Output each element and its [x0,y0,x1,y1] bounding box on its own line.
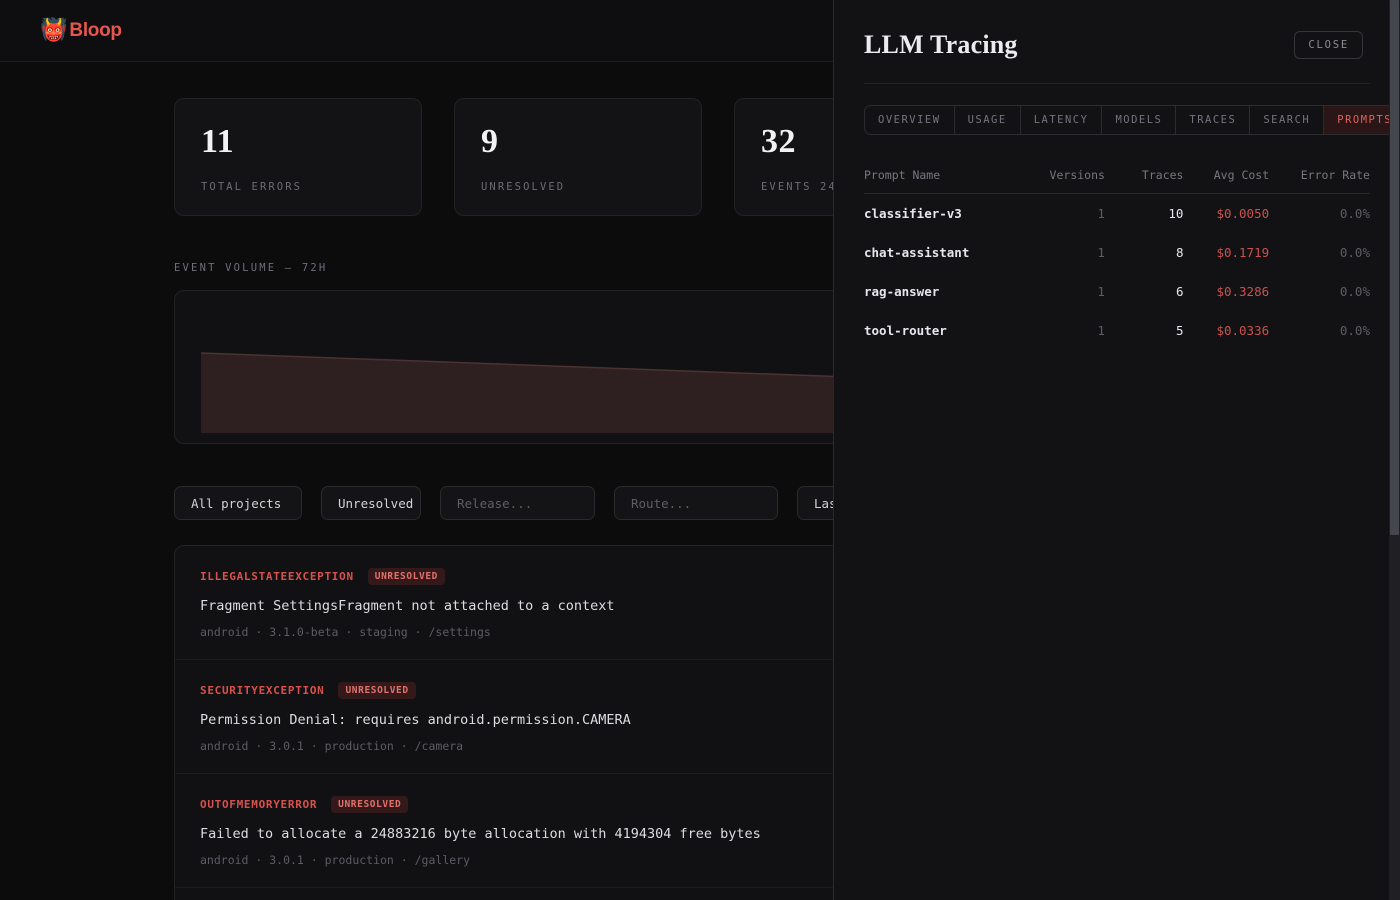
scrollbar-thumb[interactable] [1390,0,1399,535]
tab-usage[interactable]: USAGE [955,106,1021,134]
cell-prompt-name: tool-router [864,323,947,338]
table-row[interactable]: chat-assistant 1 8 $0.1719 0.0% [864,233,1370,272]
error-type: ILLEGALSTATEEXCEPTION [200,570,354,583]
stat-value: 9 [481,123,499,160]
llm-tracing-panel: LLM Tracing CLOSE OVERVIEW USAGE LATENCY… [833,0,1400,900]
cell-avg-cost: $0.1719 [1216,245,1270,260]
panel-tabs: OVERVIEW USAGE LATENCY MODELS TRACES SEA… [864,105,1400,135]
filter-route-input[interactable]: Route... [614,486,778,520]
table-header-row: Prompt Name Versions Traces Avg Cost Err… [864,168,1370,194]
error-type: SECURITYEXCEPTION [200,684,325,697]
column-header-error-rate: Error Rate [1300,168,1370,182]
error-list-item[interactable]: SECURITYEXCEPTION UNRESOLVED Permission … [175,660,1225,774]
cell-traces: 5 [1175,323,1184,338]
error-meta: android · 3.0.1 · production · /gallery [200,853,471,867]
column-header-avg-cost: Avg Cost [1213,168,1270,182]
tab-latency[interactable]: LATENCY [1021,106,1103,134]
table-row[interactable]: rag-answer 1 6 $0.3286 0.0% [864,272,1370,311]
column-header-versions: Versions [1049,168,1105,182]
cell-error-rate: 0.0% [1339,206,1370,221]
cell-traces: 8 [1175,245,1184,260]
error-type: OUTOFMEMORYERROR [200,798,318,811]
stat-value: 32 [761,123,796,160]
status-badge: UNRESOLVED [367,568,445,585]
cell-error-rate: 0.0% [1339,284,1370,299]
page-scrollbar[interactable] [1389,0,1400,900]
cell-avg-cost: $0.0336 [1216,323,1270,338]
prompts-table: Prompt Name Versions Traces Avg Cost Err… [864,168,1370,350]
tab-overview[interactable]: OVERVIEW [865,106,955,134]
tab-prompts[interactable]: PROMPTS [1324,106,1400,134]
stat-value: 11 [201,123,235,160]
filter-release-input[interactable]: Release... [440,486,595,520]
close-button[interactable]: CLOSE [1294,31,1363,59]
brand-name: Bloop [69,19,122,41]
error-head: SECURITYEXCEPTION UNRESOLVED [200,682,1200,699]
status-badge: UNRESOLVED [331,796,409,813]
table-row[interactable]: classifier-v3 1 10 $0.0050 0.0% [864,194,1370,233]
cell-prompt-name: classifier-v3 [864,206,962,221]
cell-versions: 1 [1097,206,1105,221]
panel-header: LLM Tracing CLOSE [834,0,1400,60]
column-header-traces: Traces [1141,168,1184,182]
filter-project[interactable]: All projects [174,486,302,520]
panel-divider [864,83,1370,84]
error-message: Permission Denial: requires android.perm… [200,712,631,728]
table-row[interactable]: tool-router 1 5 $0.0336 0.0% [864,311,1370,350]
error-list-item[interactable]: OUTOFMEMORYERROR UNRESOLVED Failed to al… [175,774,1225,888]
stat-label: TOTAL ERRORS [201,181,303,193]
cell-traces: 6 [1175,284,1184,299]
monster-icon: 👹 [40,17,68,43]
panel-title: LLM Tracing [864,30,1018,59]
brand-logo[interactable]: 👹 Bloop [40,17,122,43]
table-body: classifier-v3 1 10 $0.0050 0.0% chat-ass… [864,194,1370,350]
cell-error-rate: 0.0% [1339,323,1370,338]
cell-traces: 10 [1168,206,1184,221]
status-badge: UNRESOLVED [338,682,416,699]
chart-section-label: EVENT VOLUME — 72H [174,262,328,274]
error-meta: android · 3.0.1 · production · /camera [200,739,464,753]
tab-traces[interactable]: TRACES [1176,106,1251,134]
cell-prompt-name: rag-answer [864,284,940,299]
cell-versions: 1 [1097,323,1105,338]
tab-models[interactable]: MODELS [1102,106,1177,134]
cell-prompt-name: chat-assistant [864,245,970,260]
stat-label: EVENTS 24H [761,181,846,193]
stat-card: 9 UNRESOLVED [454,98,702,216]
error-meta: android · 3.1.0-beta · staging · /settin… [200,625,491,639]
error-message: Fragment SettingsFragment not attached t… [200,598,615,614]
cell-versions: 1 [1097,284,1105,299]
cell-avg-cost: $0.0050 [1216,206,1270,221]
cell-versions: 1 [1097,245,1105,260]
cell-error-rate: 0.0% [1339,245,1370,260]
stat-card: 11 TOTAL ERRORS [174,98,422,216]
tab-search[interactable]: SEARCH [1250,106,1325,134]
stat-label: UNRESOLVED [481,181,566,193]
filter-status[interactable]: Unresolved [321,486,421,520]
error-head: ILLEGALSTATEEXCEPTION UNRESOLVED [200,568,1200,585]
cell-avg-cost: $0.3286 [1216,284,1270,299]
error-list-item[interactable]: ILLEGALSTATEEXCEPTION UNRESOLVED Fragmen… [175,546,1225,660]
column-header-prompt-name: Prompt Name [864,168,941,182]
error-message: Failed to allocate a 24883216 byte alloc… [200,826,761,842]
error-head: OUTOFMEMORYERROR UNRESOLVED [200,796,1200,813]
